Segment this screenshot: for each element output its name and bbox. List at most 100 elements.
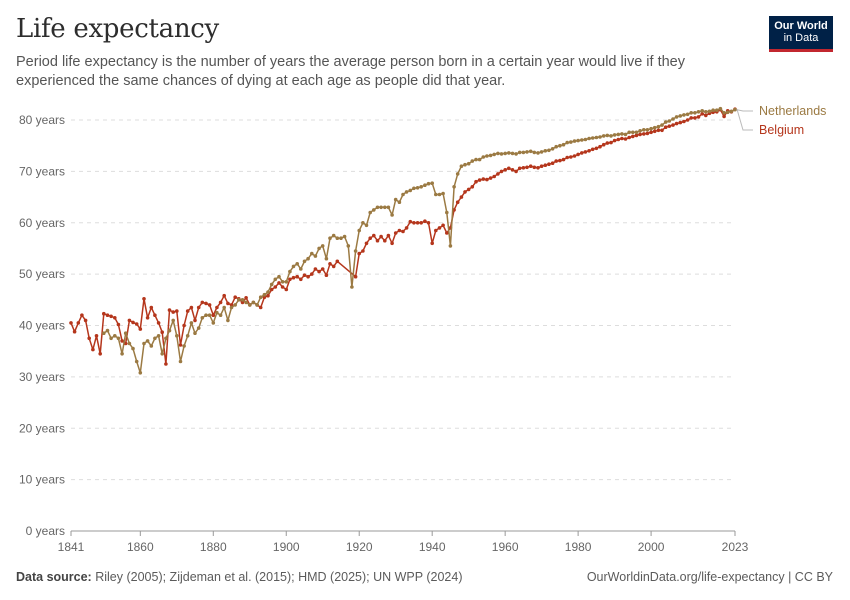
netherlands-point	[426, 181, 431, 186]
netherlands-point	[229, 305, 234, 310]
netherlands-point	[598, 135, 602, 139]
netherlands-point	[335, 236, 340, 240]
belgium-point	[91, 347, 95, 352]
netherlands-point	[576, 138, 580, 143]
belgium-point	[485, 177, 489, 182]
netherlands-point	[477, 157, 482, 162]
x-tick-label: 1880	[200, 540, 227, 554]
belgium-point	[401, 229, 405, 234]
netherlands-point	[299, 267, 303, 271]
netherlands-line	[103, 107, 736, 374]
belgium-point	[616, 137, 621, 142]
data-source: Data source: Riley (2005); Zijdeman et a…	[16, 570, 463, 584]
x-tick-label: 1860	[127, 540, 154, 554]
belgium-point	[368, 236, 373, 240]
netherlands-point	[346, 244, 351, 248]
x-tick-label: 1940	[419, 540, 446, 554]
y-tick-label: 40 years	[19, 319, 65, 333]
netherlands-point	[185, 334, 190, 338]
netherlands-point	[521, 150, 526, 155]
netherlands-point	[510, 151, 515, 156]
belgium-point	[131, 320, 135, 325]
belgium-point	[335, 259, 340, 264]
belgium-point	[328, 262, 332, 266]
netherlands-point	[572, 139, 577, 143]
y-tick-label: 70 years	[19, 164, 65, 178]
netherlands-point	[364, 223, 369, 228]
netherlands-point	[313, 254, 318, 258]
netherlands-point	[696, 110, 701, 114]
belgium-point	[474, 179, 478, 184]
y-tick-label: 10 years	[19, 473, 65, 487]
netherlands-point	[244, 300, 248, 305]
belgium-point	[266, 293, 270, 298]
netherlands-point	[145, 339, 150, 343]
netherlands-point	[601, 134, 606, 138]
netherlands-point	[277, 274, 281, 279]
belgium-point	[645, 131, 650, 136]
netherlands-point	[142, 341, 146, 346]
netherlands-point	[452, 185, 456, 189]
belgium-point	[547, 162, 551, 166]
belgium-point	[306, 274, 310, 279]
belgium-point	[580, 151, 584, 155]
netherlands-point	[711, 108, 715, 112]
netherlands-point	[379, 205, 383, 210]
source-link[interactable]: OurWorldinData.org/life-expectancy | CC …	[586, 570, 833, 584]
belgium-point	[105, 313, 110, 318]
belgium-point	[302, 273, 307, 278]
netherlands-point	[237, 298, 241, 302]
x-tick-label: 1960	[492, 540, 519, 554]
netherlands-point	[127, 341, 132, 346]
belgium-point	[587, 149, 591, 153]
belgium-point	[372, 233, 376, 238]
netherlands-point	[488, 153, 493, 158]
netherlands-point	[291, 264, 296, 269]
netherlands-point	[474, 157, 478, 162]
y-tick-label: 30 years	[19, 370, 65, 384]
belgium-point	[262, 295, 267, 300]
netherlands-point	[189, 321, 194, 325]
belgium-point	[463, 190, 467, 194]
netherlands-point	[401, 192, 405, 197]
netherlands-point	[123, 331, 128, 336]
netherlands-point	[689, 111, 693, 115]
belgium-point	[510, 168, 515, 172]
netherlands-point	[550, 147, 555, 151]
belgium-point	[434, 228, 438, 233]
netherlands-point	[612, 133, 617, 137]
netherlands-point	[678, 114, 683, 118]
netherlands-point	[226, 318, 230, 323]
belgium-point	[320, 267, 325, 271]
belgium-point	[200, 300, 205, 305]
netherlands-point	[134, 359, 139, 364]
belgium-point	[576, 152, 580, 157]
belgium-point	[160, 330, 164, 335]
netherlands-point	[149, 344, 154, 348]
belgium-point	[215, 305, 219, 310]
netherlands-point	[386, 205, 391, 210]
belgium-point	[689, 116, 693, 120]
belgium-point	[185, 309, 190, 313]
belgium-point	[142, 297, 146, 301]
belgium-point	[481, 177, 486, 181]
netherlands-point	[481, 155, 486, 159]
belgium-point	[383, 238, 387, 243]
netherlands-point	[470, 159, 475, 163]
belgium-point	[601, 142, 606, 147]
netherlands-point	[499, 152, 504, 156]
belgium-point	[149, 305, 154, 310]
owid-logo[interactable]: Our World in Data	[769, 16, 833, 52]
netherlands-point	[196, 326, 201, 330]
belgium-point	[229, 303, 234, 307]
netherlands-point	[430, 181, 435, 185]
belgium-point	[682, 119, 686, 124]
netherlands-point	[156, 334, 161, 338]
belgium-point	[652, 129, 657, 134]
netherlands-point	[660, 123, 664, 127]
belgium-point	[379, 234, 383, 239]
netherlands-point	[262, 292, 267, 297]
netherlands-point	[269, 282, 274, 287]
belgium-point	[269, 287, 274, 292]
